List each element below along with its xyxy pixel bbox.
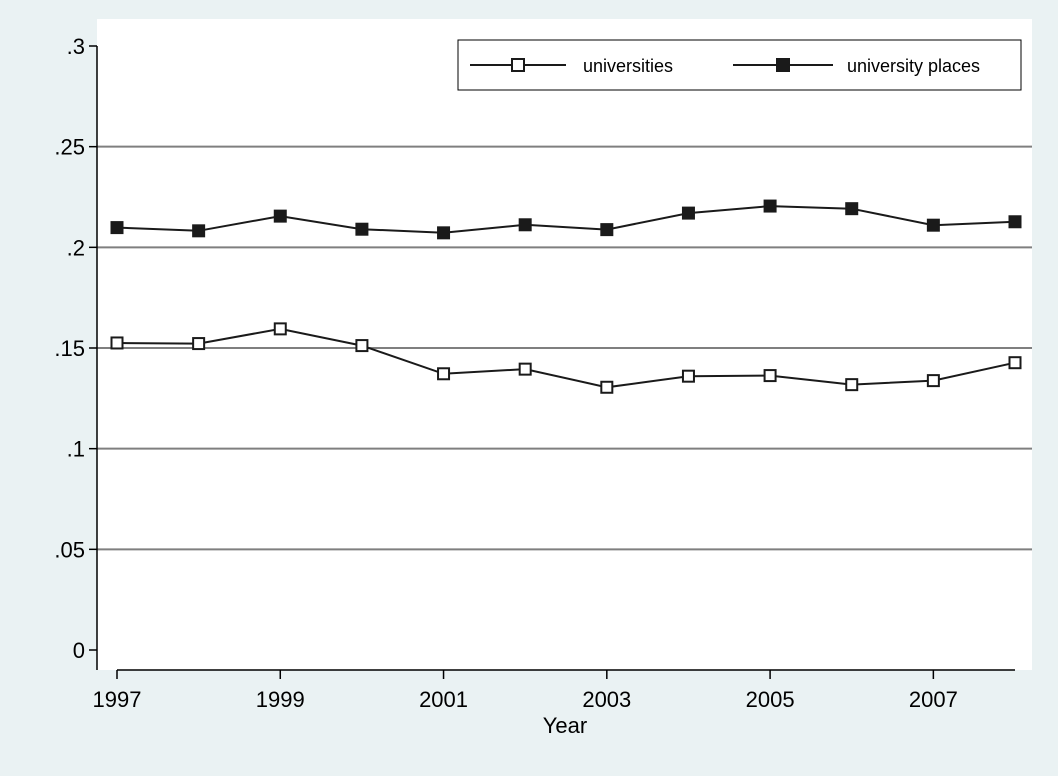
data-point-universities (926, 374, 940, 388)
gridlines (97, 145, 1032, 551)
x-tick-label: 1999 (256, 687, 305, 712)
data-point-universities (437, 367, 451, 381)
legend-marker-university-places (776, 58, 790, 72)
data-point-university-places (926, 218, 940, 232)
series-line-university-places (116, 205, 1016, 234)
data-point-universities (192, 337, 206, 351)
legend: universities university places (457, 39, 1022, 91)
data-point-university-places (600, 223, 614, 237)
data-point-universities (273, 322, 287, 336)
data-point-universities (681, 369, 695, 383)
legend-label-university-places: university places (847, 56, 980, 76)
data-point-university-places (518, 218, 532, 232)
plot-area (97, 19, 1032, 670)
x-tick-label: 2005 (746, 687, 795, 712)
data-point-university-places (437, 226, 451, 240)
data-point-university-places (1008, 215, 1022, 229)
data-point-universities (845, 378, 859, 392)
series-layer (110, 199, 1022, 394)
y-tick-label: .15 (54, 336, 85, 361)
series-line-universities (116, 327, 1016, 389)
y-tick-label: .05 (54, 537, 85, 562)
y-tick-label: 0 (73, 638, 85, 663)
data-point-university-places (273, 209, 287, 223)
y-tick-label: .1 (67, 437, 85, 462)
y-axis-ticks: 0 .05 .1 .15 .2 .25 .3 (54, 34, 97, 663)
x-tick-label: 1997 (93, 687, 142, 712)
x-axis-title: Year (543, 713, 587, 738)
y-tick-label: .3 (67, 34, 85, 59)
data-point-university-places (192, 224, 206, 238)
y-tick-label: .25 (54, 135, 85, 160)
data-point-university-places (355, 222, 369, 236)
x-tick-label: 2001 (419, 687, 468, 712)
data-point-universities (355, 339, 369, 353)
data-point-university-places (845, 202, 859, 216)
data-point-universities (600, 380, 614, 394)
legend-label-universities: universities (583, 56, 673, 76)
x-tick-label: 2003 (582, 687, 631, 712)
data-point-university-places (763, 199, 777, 213)
data-point-universities (110, 336, 124, 350)
x-tick-label: 2007 (909, 687, 958, 712)
data-point-university-places (681, 206, 695, 220)
data-point-universities (518, 362, 532, 376)
data-point-universities (763, 369, 777, 383)
data-point-universities (1008, 356, 1022, 370)
x-axis-ticks: 1997 1999 2001 2003 2005 2007 (93, 670, 958, 712)
legend-marker-universities (511, 58, 525, 72)
data-point-university-places (110, 221, 124, 235)
y-tick-label: .2 (67, 235, 85, 260)
